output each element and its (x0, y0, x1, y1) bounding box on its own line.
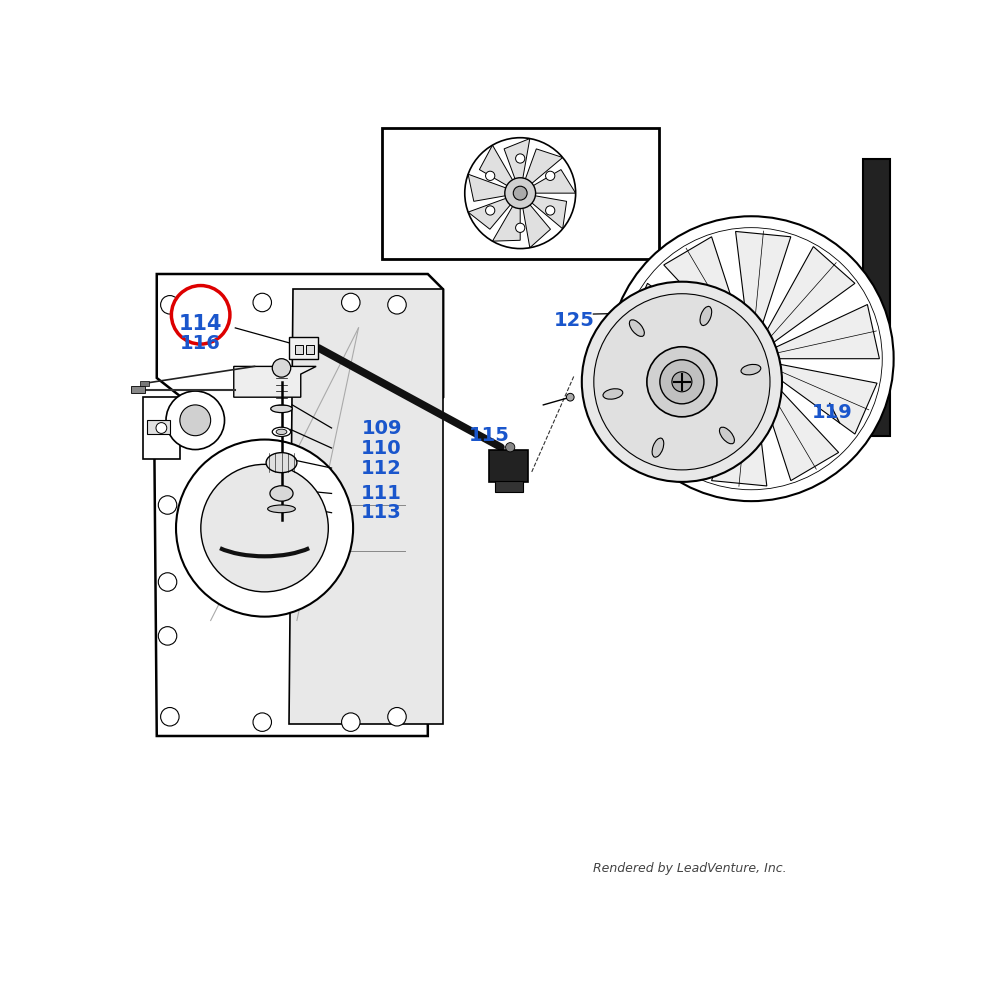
Text: 115: 115 (469, 426, 510, 445)
Ellipse shape (719, 427, 734, 444)
Polygon shape (468, 174, 510, 201)
Polygon shape (522, 201, 550, 248)
Circle shape (582, 282, 782, 482)
Circle shape (180, 405, 211, 436)
Ellipse shape (272, 427, 291, 436)
Polygon shape (664, 237, 745, 345)
Circle shape (506, 443, 515, 452)
Polygon shape (530, 170, 576, 193)
Circle shape (516, 154, 525, 163)
Polygon shape (767, 362, 877, 434)
Text: 125: 125 (554, 311, 595, 330)
Polygon shape (736, 231, 791, 340)
Circle shape (166, 391, 225, 450)
Circle shape (176, 440, 353, 617)
Ellipse shape (652, 438, 664, 457)
Polygon shape (154, 274, 443, 736)
Circle shape (272, 359, 291, 377)
Polygon shape (479, 145, 515, 188)
Ellipse shape (741, 364, 761, 375)
Circle shape (388, 296, 406, 314)
Circle shape (486, 171, 495, 180)
Bar (489, 450, 528, 482)
Text: 119: 119 (812, 403, 852, 422)
Bar (147, 420, 170, 434)
Circle shape (513, 186, 527, 200)
Polygon shape (504, 139, 530, 183)
Circle shape (660, 360, 704, 404)
Polygon shape (761, 247, 855, 347)
Ellipse shape (268, 505, 295, 513)
Polygon shape (524, 149, 563, 186)
Ellipse shape (603, 389, 623, 399)
Circle shape (156, 423, 167, 433)
Circle shape (672, 372, 692, 392)
Circle shape (647, 347, 717, 417)
Polygon shape (647, 370, 742, 471)
Circle shape (566, 393, 574, 401)
Text: 114: 114 (179, 314, 222, 334)
Circle shape (620, 228, 882, 490)
Polygon shape (757, 373, 839, 481)
Bar (295, 345, 303, 354)
Text: 110: 110 (361, 439, 402, 458)
Text: 109: 109 (361, 418, 402, 438)
Polygon shape (289, 289, 443, 724)
Polygon shape (234, 366, 316, 397)
Text: Rendered by LeadVenture, Inc.: Rendered by LeadVenture, Inc. (593, 862, 786, 875)
Circle shape (171, 286, 230, 344)
Ellipse shape (629, 320, 644, 336)
Circle shape (594, 294, 770, 470)
Bar (131, 386, 145, 393)
Circle shape (201, 464, 328, 592)
Ellipse shape (271, 405, 292, 413)
Ellipse shape (276, 429, 287, 435)
Circle shape (546, 206, 555, 215)
Text: 111: 111 (361, 484, 402, 503)
Circle shape (342, 713, 360, 731)
Circle shape (609, 216, 894, 501)
Bar (289, 337, 318, 359)
Circle shape (516, 223, 525, 232)
Polygon shape (492, 202, 520, 241)
Circle shape (388, 708, 406, 726)
Text: 113: 113 (361, 503, 402, 522)
Circle shape (158, 573, 177, 591)
Text: 116: 116 (180, 334, 221, 353)
Circle shape (158, 496, 177, 514)
Bar (382, 128, 659, 259)
Ellipse shape (266, 453, 297, 473)
Circle shape (158, 627, 177, 645)
Polygon shape (528, 195, 567, 229)
Bar (140, 381, 149, 386)
Circle shape (342, 293, 360, 312)
Bar (495, 481, 523, 492)
Circle shape (161, 296, 179, 314)
Circle shape (546, 171, 555, 180)
Circle shape (253, 293, 271, 312)
Polygon shape (468, 197, 513, 229)
Circle shape (486, 206, 495, 215)
Polygon shape (623, 359, 734, 413)
Text: 112: 112 (361, 459, 402, 478)
Circle shape (253, 713, 271, 731)
Polygon shape (863, 158, 890, 436)
Circle shape (161, 708, 179, 726)
Polygon shape (769, 305, 879, 359)
Polygon shape (625, 283, 736, 355)
Circle shape (505, 178, 536, 209)
Ellipse shape (700, 306, 712, 326)
Polygon shape (143, 397, 180, 459)
Ellipse shape (270, 486, 293, 501)
Polygon shape (712, 377, 767, 486)
Bar (306, 345, 314, 354)
